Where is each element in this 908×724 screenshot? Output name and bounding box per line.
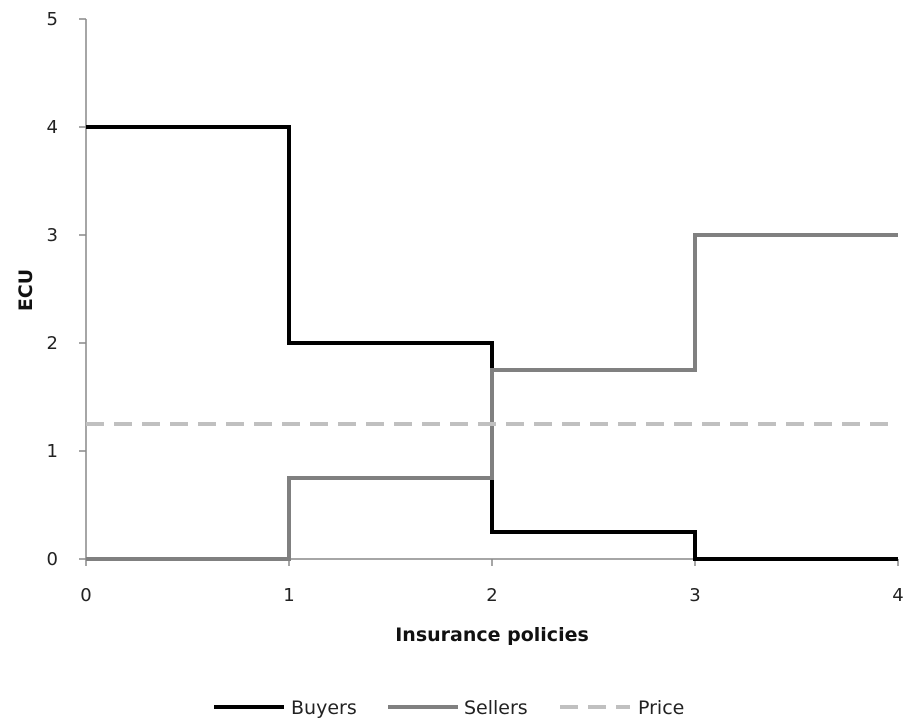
legend-label-price: Price [638,697,684,719]
legend-label-buyers: Buyers [291,697,357,719]
x-tick-label: 2 [486,585,497,606]
series-buyers-line [86,125,898,561]
x-tick-label: 1 [283,585,294,606]
x-tick-label: 0 [80,585,91,606]
y-tick-label: 3 [47,225,58,246]
series-layer [86,125,898,561]
y-axis-title: ECU [15,269,37,311]
y-tick-label: 5 [47,9,58,30]
legend: Buyers Sellers Price [214,697,684,719]
x-tick-label: 4 [892,585,903,606]
y-tick-label: 2 [47,333,58,354]
y-tick-label: 1 [47,441,58,462]
axes: 0 1 2 3 4 5 0 1 2 3 4 [47,9,904,606]
x-tick-label: 3 [689,585,700,606]
x-axis-title: Insurance policies [395,624,589,646]
y-tick-label: 4 [47,117,58,138]
legend-label-sellers: Sellers [464,697,528,719]
y-tick-label: 0 [47,549,58,570]
